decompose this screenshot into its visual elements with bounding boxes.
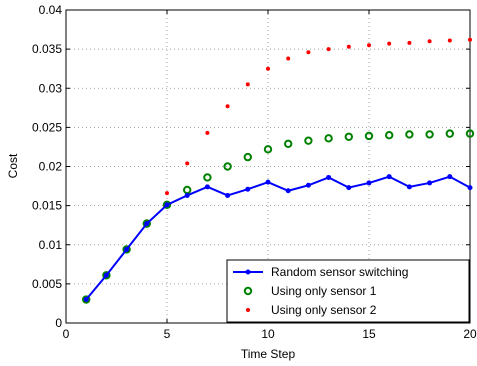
series-point <box>425 130 434 139</box>
legend-box <box>226 259 470 323</box>
series-point <box>467 185 473 191</box>
series-point <box>364 131 374 141</box>
series-point <box>427 39 432 44</box>
series-point <box>305 182 311 188</box>
series-point <box>243 152 253 162</box>
series-point <box>103 272 109 278</box>
series-point <box>468 37 472 42</box>
series-point <box>465 129 475 138</box>
series-point <box>83 297 89 303</box>
series-point <box>124 246 130 252</box>
series-point <box>265 179 271 185</box>
series-point <box>346 185 352 191</box>
series-point <box>447 174 453 180</box>
x-tick-label: 20 <box>463 327 477 341</box>
series-point <box>266 66 270 71</box>
series-point <box>326 174 332 180</box>
x-tick-label: 5 <box>164 327 171 341</box>
x-axis-label: Time Step <box>241 347 296 361</box>
legend-swatch-random-marker <box>245 269 251 275</box>
series-point <box>185 161 190 166</box>
series-point <box>225 192 231 198</box>
series-point <box>205 130 210 135</box>
x-tick-label: 15 <box>362 327 376 341</box>
series-point <box>102 271 111 280</box>
legend-swatch-sensor1-marker <box>243 286 253 296</box>
series-point <box>427 180 433 186</box>
series-point <box>245 186 251 192</box>
series-point <box>165 191 169 196</box>
series-point <box>326 47 331 52</box>
series-point <box>344 132 353 141</box>
series-point <box>245 82 250 87</box>
series-point <box>285 188 291 194</box>
series-point <box>286 56 291 61</box>
series-layer <box>82 37 475 304</box>
x-tick-label: 10 <box>261 327 275 341</box>
series-point <box>367 43 371 48</box>
series-0 <box>83 174 473 303</box>
series-point <box>385 131 394 140</box>
y-tick-label: 0.01 <box>39 238 63 252</box>
series-point <box>304 136 313 145</box>
legend-label-sensor1: Using only sensor 1 <box>271 284 377 298</box>
series-point <box>225 104 230 109</box>
y-tick-label: 0.04 <box>39 3 63 17</box>
series-point <box>346 44 351 49</box>
legend-label-sensor2: Using only sensor 2 <box>271 303 377 317</box>
x-tick-label: 0 <box>63 327 70 341</box>
series-point <box>263 145 273 154</box>
y-tick-label: 0.035 <box>32 42 62 56</box>
series-line <box>85 175 471 301</box>
series-point <box>82 295 91 304</box>
legend-swatch-sensor2-marker <box>246 308 250 312</box>
y-tick-label: 0.025 <box>32 120 62 134</box>
series-point <box>324 134 333 143</box>
y-tick-label: 0.02 <box>39 160 63 174</box>
legend: Random sensor switching Using only senso… <box>226 259 470 323</box>
series-point <box>184 192 190 198</box>
series-point <box>164 202 170 208</box>
series-point <box>445 129 454 138</box>
y-tick-label: 0 <box>55 316 62 330</box>
y-tick-label: 0.03 <box>39 81 63 95</box>
series-point <box>142 219 152 228</box>
series-point <box>366 180 372 186</box>
series-point <box>407 40 412 45</box>
series-point <box>405 130 414 139</box>
series-point <box>284 139 293 149</box>
y-tick-label: 0.005 <box>32 277 62 291</box>
series-point <box>386 174 392 180</box>
y-axis-label: Cost <box>6 153 20 178</box>
series-point <box>223 162 232 171</box>
series-point <box>306 50 311 55</box>
y-tick-label: 0.015 <box>32 199 62 213</box>
series-point <box>162 200 172 210</box>
series-point <box>204 184 210 190</box>
series-point <box>406 184 412 190</box>
legend-label-random: Random sensor switching <box>271 265 408 279</box>
axis-ticks: 0 5 10 15 20 0 0.005 0.01 0.015 0.02 0.025 0.03 0.03… <box>32 3 477 341</box>
series-point <box>144 221 150 227</box>
series-point <box>203 173 212 182</box>
series-point <box>122 245 131 254</box>
series-point <box>387 41 392 46</box>
series-point <box>447 38 452 43</box>
